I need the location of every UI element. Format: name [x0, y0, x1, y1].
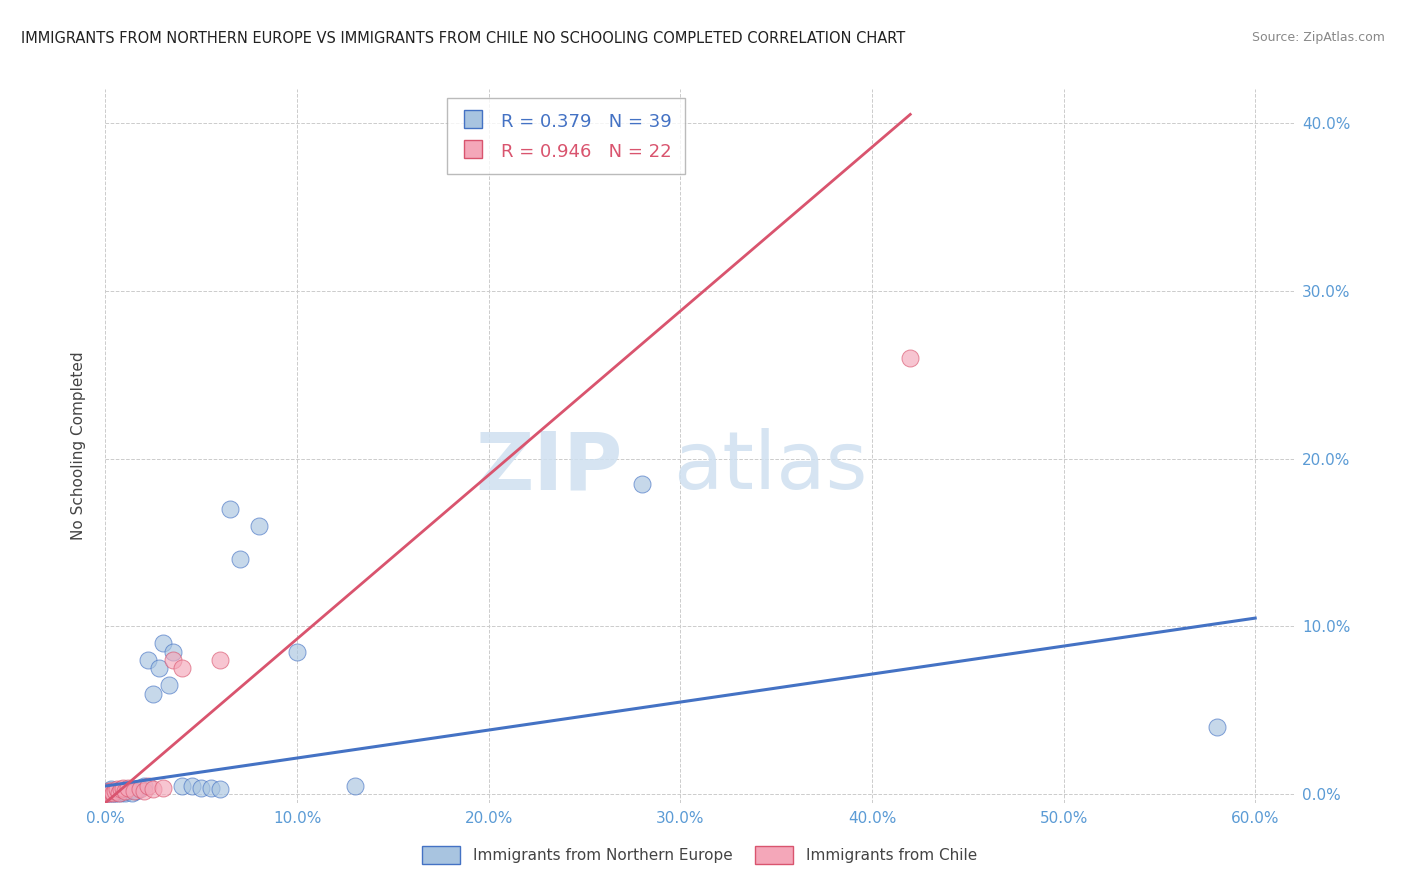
Point: [110, 786, 132, 800]
Point: [111, 784, 134, 798]
Point: [162, 645, 184, 659]
Point: [105, 786, 128, 800]
Point: [132, 784, 155, 798]
Point: [172, 779, 194, 793]
Point: [105, 782, 128, 797]
Point: [121, 786, 143, 800]
Point: [148, 661, 170, 675]
Point: [100, 786, 122, 800]
Point: [100, 784, 122, 798]
Point: [98, 784, 121, 798]
Point: [108, 784, 131, 798]
Point: [122, 782, 145, 797]
Point: [209, 653, 232, 667]
Point: [96, 786, 118, 800]
Point: [142, 687, 165, 701]
Point: [631, 476, 654, 491]
Text: ZIP: ZIP: [475, 428, 623, 507]
Point: [136, 653, 159, 667]
Point: [114, 786, 136, 800]
Point: [110, 782, 132, 797]
Point: [142, 782, 165, 797]
Point: [104, 784, 127, 798]
Point: [104, 784, 127, 798]
Point: [200, 780, 222, 795]
Point: [180, 779, 202, 793]
Point: [111, 780, 134, 795]
Point: [104, 786, 127, 800]
Point: [98, 786, 121, 800]
Point: [219, 502, 242, 516]
Point: [120, 782, 142, 797]
Point: [98, 786, 121, 800]
Point: [247, 518, 270, 533]
Point: [129, 782, 152, 797]
Point: [162, 653, 184, 667]
Point: [108, 786, 131, 800]
Point: [96, 786, 118, 800]
Point: [125, 784, 148, 798]
Point: [117, 784, 139, 798]
Text: atlas: atlas: [673, 428, 868, 507]
Point: [157, 678, 180, 692]
Point: [898, 351, 921, 365]
Text: Source: ZipAtlas.com: Source: ZipAtlas.com: [1251, 31, 1385, 45]
Point: [1205, 720, 1227, 734]
Point: [285, 645, 308, 659]
Point: [100, 782, 122, 797]
Point: [343, 779, 366, 793]
Point: [152, 780, 174, 795]
Text: IMMIGRANTS FROM NORTHERN EUROPE VS IMMIGRANTS FROM CHILE NO SCHOOLING COMPLETED : IMMIGRANTS FROM NORTHERN EUROPE VS IMMIG…: [21, 31, 905, 46]
Point: [117, 780, 139, 795]
Point: [98, 784, 121, 798]
Point: [114, 784, 136, 798]
Point: [101, 786, 124, 800]
Point: [115, 782, 138, 797]
Point: [132, 779, 155, 793]
Point: [172, 661, 194, 675]
Point: [101, 786, 124, 800]
Point: [129, 780, 152, 795]
Legend: R = 0.379   N = 39, R = 0.946   N = 22: R = 0.379 N = 39, R = 0.946 N = 22: [447, 98, 685, 174]
Point: [122, 784, 145, 798]
Point: [209, 782, 232, 797]
Point: [190, 780, 212, 795]
Point: [228, 552, 250, 566]
Point: [136, 779, 159, 793]
Y-axis label: No Schooling Completed: No Schooling Completed: [72, 351, 86, 541]
Point: [152, 636, 174, 650]
